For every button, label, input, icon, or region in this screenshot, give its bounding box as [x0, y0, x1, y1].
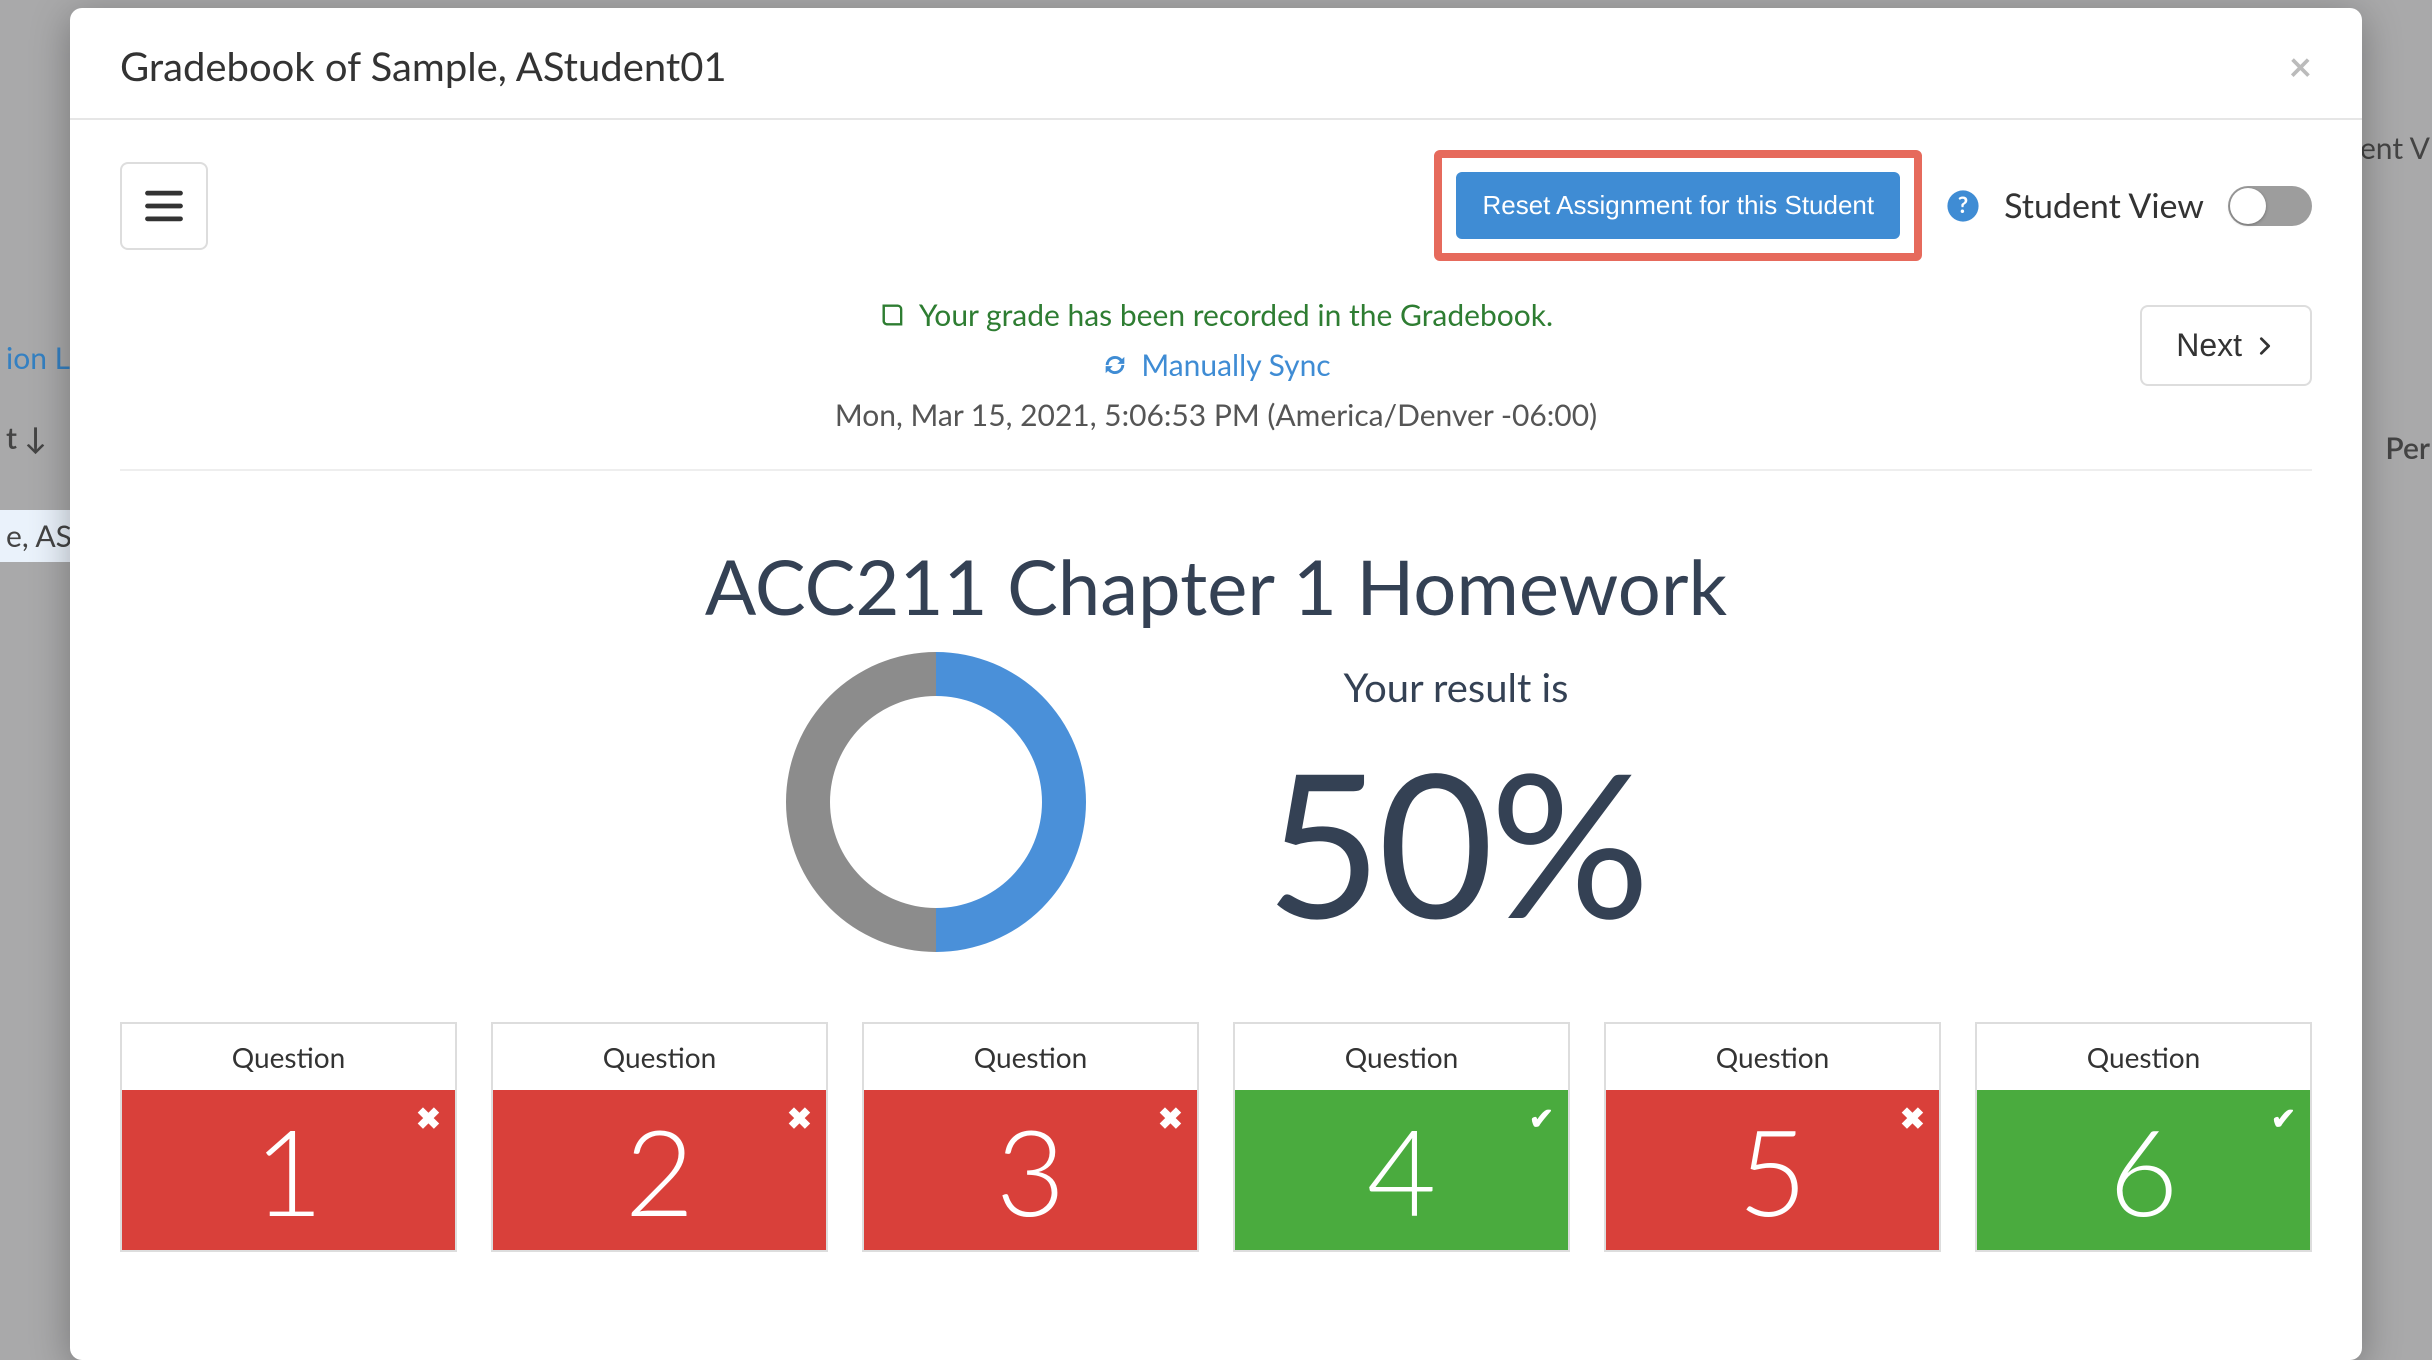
reset-assignment-button[interactable]: Reset Assignment for this Student [1456, 172, 1900, 239]
bg-right2-fragment: Per [2383, 430, 2432, 466]
manually-sync-link[interactable]: Manually Sync [1101, 347, 1330, 383]
question-card[interactable]: Question2✖ [491, 1022, 828, 1252]
question-card-body: 4✔ [1235, 1090, 1568, 1250]
question-card-body: 2✖ [493, 1090, 826, 1250]
check-icon: ✔ [2271, 1100, 2296, 1137]
gradebook-modal: Gradebook of Sample, AStudent01 × Reset … [70, 8, 2362, 1360]
sync-timestamp: Mon, Mar 15, 2021, 5:06:53 PM (America/D… [120, 397, 2312, 433]
x-icon: ✖ [1900, 1100, 1925, 1137]
question-card-body: 1✖ [122, 1090, 455, 1250]
question-card[interactable]: Question1✖ [120, 1022, 457, 1252]
grade-recorded-message: Your grade has been recorded in the Grad… [879, 297, 1553, 333]
student-view-toggle[interactable] [2228, 186, 2312, 226]
question-card-body: 3✖ [864, 1090, 1197, 1250]
assignment-title: ACC211 Chapter 1 Homework [120, 541, 2312, 632]
close-icon[interactable]: × [2289, 46, 2312, 86]
toggle-knob [2230, 188, 2266, 224]
question-card-label: Question [1606, 1024, 1939, 1090]
question-card[interactable]: Question4✔ [1233, 1022, 1570, 1252]
bg-right1-fragment: ent V [2358, 130, 2432, 166]
question-card-label: Question [493, 1024, 826, 1090]
questions-row: Question1✖Question2✖Question3✖Question4✔… [120, 1022, 2312, 1252]
result-donut [786, 652, 1086, 952]
modal-header: Gradebook of Sample, AStudent01 × [70, 8, 2362, 120]
x-icon: ✖ [1158, 1100, 1183, 1137]
question-card-body: 6✔ [1977, 1090, 2310, 1250]
menu-button[interactable] [120, 162, 208, 250]
bg-row-fragment: e, AS [0, 510, 78, 562]
result-text: Your result is 50% [1266, 663, 1646, 941]
next-button[interactable]: Next [2140, 305, 2312, 386]
help-icon[interactable]: ? [1946, 189, 1980, 223]
hamburger-icon [142, 184, 186, 228]
sync-icon [1101, 351, 1129, 379]
question-card-label: Question [1977, 1024, 2310, 1090]
donut-chart-icon [786, 652, 1086, 952]
divider [120, 469, 2312, 471]
status-block: Your grade has been recorded in the Grad… [120, 297, 2312, 433]
toolbar-row: Reset Assignment for this Student ? Stud… [120, 150, 2312, 261]
book-icon [879, 301, 907, 329]
x-icon: ✖ [787, 1100, 812, 1137]
question-card-label: Question [1235, 1024, 1568, 1090]
question-card-label: Question [864, 1024, 1197, 1090]
modal-body: Reset Assignment for this Student ? Stud… [70, 120, 2362, 1252]
svg-text:?: ? [1958, 191, 1968, 218]
student-view-label: Student View [2004, 185, 2204, 226]
check-icon: ✔ [1529, 1100, 1554, 1137]
next-label: Next [2176, 327, 2242, 364]
question-card[interactable]: Question6✔ [1975, 1022, 2312, 1252]
reset-highlight: Reset Assignment for this Student [1434, 150, 1922, 261]
chevron-right-icon [2254, 335, 2276, 357]
result-percent: 50% [1266, 741, 1646, 941]
question-card-label: Question [122, 1024, 455, 1090]
x-icon: ✖ [416, 1100, 441, 1137]
question-card[interactable]: Question3✖ [862, 1022, 1199, 1252]
grade-recorded-text: Your grade has been recorded in the Grad… [919, 297, 1553, 333]
question-card[interactable]: Question5✖ [1604, 1022, 1941, 1252]
modal-title: Gradebook of Sample, AStudent01 [120, 42, 727, 90]
result-row: Your result is 50% [120, 652, 2312, 952]
right-controls: Reset Assignment for this Student ? Stud… [1434, 150, 2312, 261]
bg-sort-fragment: t ↓ [0, 420, 53, 456]
result-label: Your result is [1266, 663, 1646, 711]
question-card-body: 5✖ [1606, 1090, 1939, 1250]
manually-sync-text: Manually Sync [1141, 347, 1330, 383]
